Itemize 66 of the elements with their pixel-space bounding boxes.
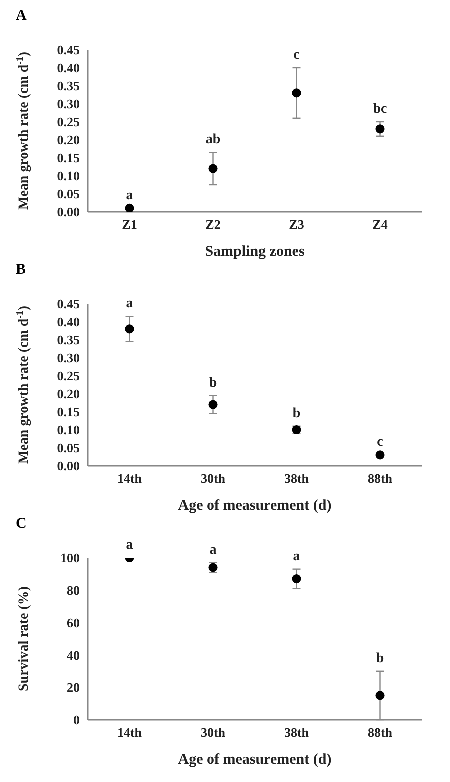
point <box>208 400 218 410</box>
x-tick-label: 30th <box>200 471 226 486</box>
chart-title: B <box>15 262 28 280</box>
x-axis-title: Sampling zones <box>205 244 305 260</box>
y-tick-label: 60 <box>67 615 80 630</box>
y-tick-label: 0.35 <box>57 78 80 94</box>
point <box>292 574 302 584</box>
y-tick-label: 0 <box>74 712 80 728</box>
x-tick-label: Z1 <box>122 217 138 232</box>
x-tick-label: Z4 <box>372 217 388 232</box>
y-tick-label: 0.15 <box>57 404 80 420</box>
point <box>208 164 218 174</box>
y-tick-label: 0.30 <box>57 350 80 366</box>
annotation: a <box>126 188 134 204</box>
chart-title: C <box>15 516 28 534</box>
annotation: c <box>294 48 300 63</box>
x-axis-title: Age of measurement (d) <box>178 752 332 768</box>
x-tick-label: 38th <box>284 471 310 486</box>
annotation: b <box>209 376 218 391</box>
y-tick-label: 20 <box>67 680 80 696</box>
x-tick-label: 88th <box>368 725 394 740</box>
y-tick-label: 0.10 <box>57 422 80 438</box>
x-tick-label: Z3 <box>289 217 305 232</box>
x-tick-label: 38th <box>284 725 310 740</box>
annotation: a <box>126 296 134 312</box>
y-tick-label: 0.20 <box>57 132 80 148</box>
y-tick-label: 0.45 <box>57 296 80 312</box>
x-axis-title: Age of measurement (d) <box>178 498 332 514</box>
y-tick-label: 80 <box>67 583 80 598</box>
y-tick-label: 0.45 <box>57 42 80 58</box>
y-tick-label: 0.40 <box>57 60 80 76</box>
annotation: c <box>377 435 384 450</box>
x-tick-label: Z2 <box>206 217 221 232</box>
chart-title: A <box>15 8 28 26</box>
y-tick-label: 0.30 <box>57 96 80 112</box>
y-tick-label: 0.00 <box>57 204 80 220</box>
y-tick-label: 100 <box>60 550 80 566</box>
y-tick-label: 0.40 <box>57 314 80 330</box>
y-tick-label: 0.25 <box>57 368 80 384</box>
annotation: bc <box>373 102 388 117</box>
annotation: b <box>292 406 301 422</box>
y-tick-label: 0.15 <box>57 150 80 166</box>
x-tick-label: 14th <box>117 725 143 740</box>
y-tick-label: 0.35 <box>57 332 80 348</box>
point <box>376 450 385 460</box>
point <box>376 691 385 700</box>
annotation: ab <box>206 132 221 148</box>
annotation: a <box>126 538 134 553</box>
y-axis-title: Survival rate (%) <box>17 586 32 692</box>
y-tick-label: 0.20 <box>57 386 80 402</box>
y-tick-label: 0.05 <box>57 440 80 456</box>
y-tick-label: 0.00 <box>57 458 80 474</box>
x-tick-label: 14th <box>117 471 143 486</box>
y-tick-label: 40 <box>67 648 80 663</box>
annotation: b <box>376 651 384 666</box>
point <box>292 88 302 98</box>
point <box>125 324 134 334</box>
y-tick-label: 0.05 <box>57 186 80 202</box>
x-tick-label: 88th <box>368 471 394 486</box>
y-tick-label: 0.25 <box>57 114 80 130</box>
x-tick-label: 30th <box>200 725 226 740</box>
annotation: a <box>210 542 217 558</box>
point <box>125 204 134 212</box>
annotation: a <box>293 549 300 564</box>
point <box>376 124 385 134</box>
y-tick-label: 0.10 <box>57 168 80 184</box>
